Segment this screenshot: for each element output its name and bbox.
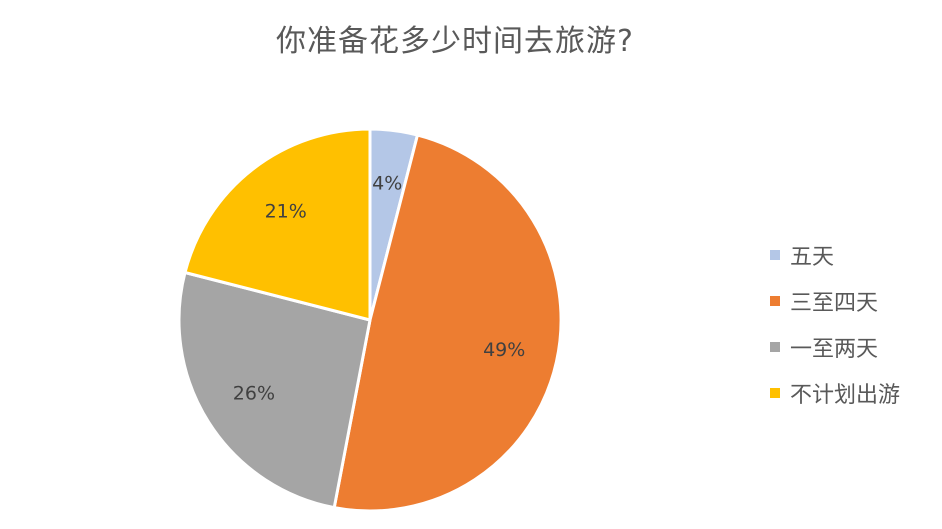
legend-swatch [770,296,780,306]
legend-label: 三至四天 [790,291,879,316]
pie-slice [183,127,372,322]
legend-label: 五天 [790,245,835,270]
data-label: 21% [265,200,307,222]
pie-slice [177,271,372,510]
legend-item: 不计划出游 [770,370,900,416]
data-label: 49% [483,339,525,361]
legend-item: 五天 [770,232,900,278]
legend: 五天 三至四天 一至两天 不计划出游 [770,232,900,416]
legend-label: 一至两天 [790,337,879,362]
legend-swatch [770,250,780,260]
legend-swatch [770,342,780,352]
pie-slice [332,133,563,513]
legend-item: 三至四天 [770,278,900,324]
legend-label: 不计划出游 [790,383,901,408]
legend-item: 一至两天 [770,324,900,370]
chart-title: 你准备花多少时间去旅游? [276,24,634,59]
data-label: 26% [233,383,275,405]
legend-swatch [770,388,780,398]
data-label: 4% [372,173,402,195]
